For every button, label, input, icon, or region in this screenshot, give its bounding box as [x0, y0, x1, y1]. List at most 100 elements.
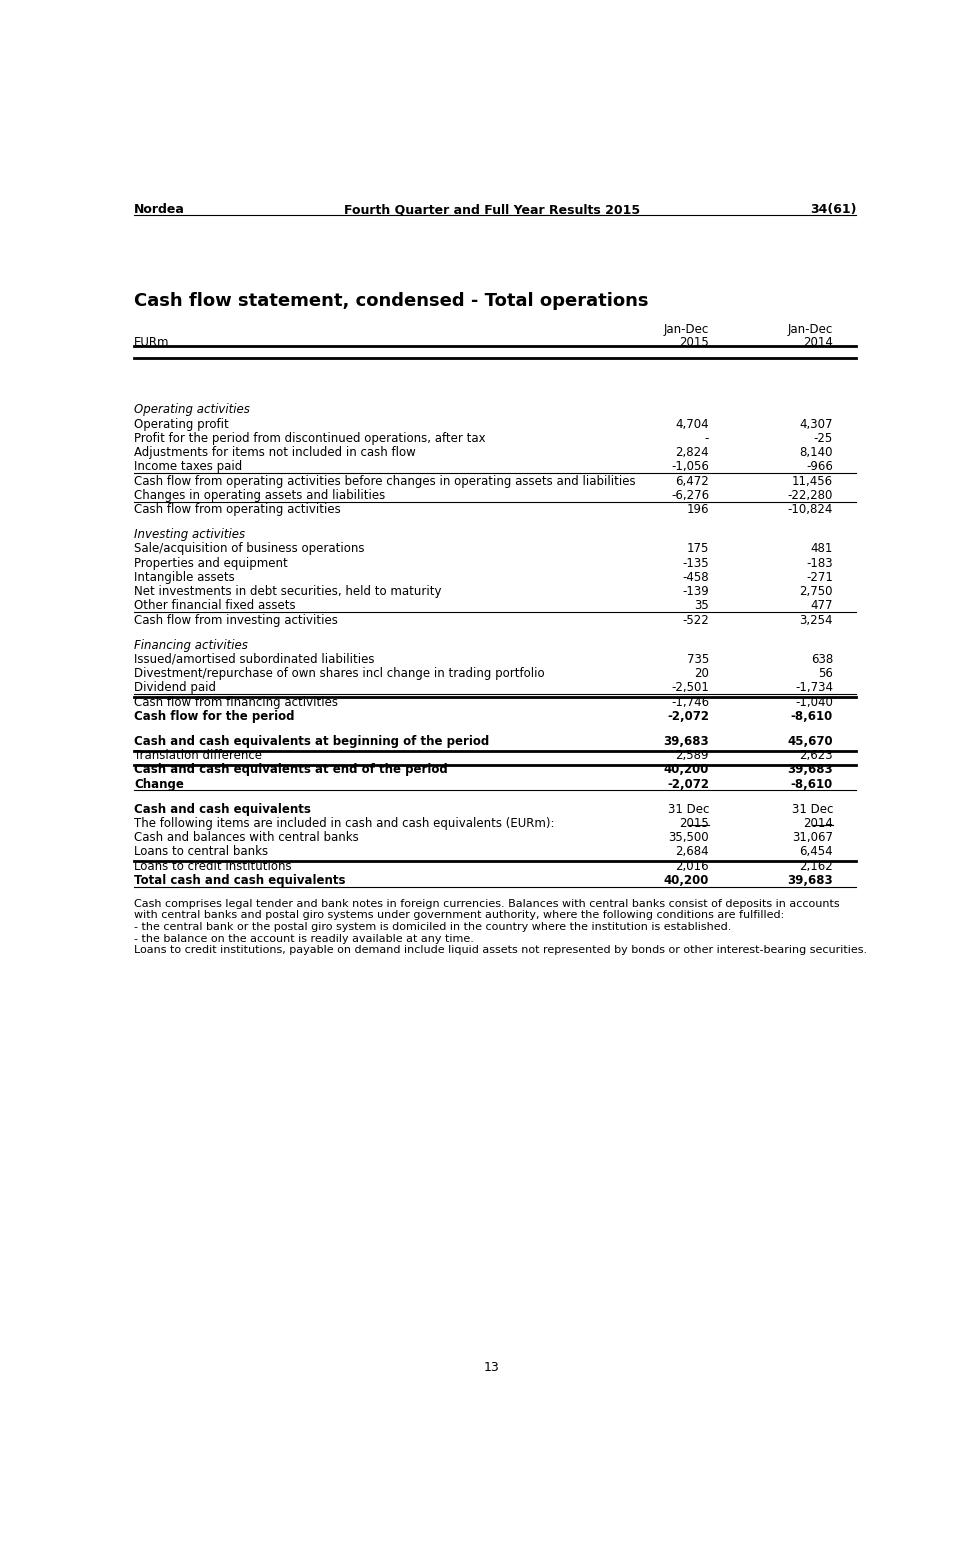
Text: -2,072: -2,072: [667, 778, 709, 790]
Text: 40,200: 40,200: [663, 764, 709, 776]
Text: -1,734: -1,734: [795, 681, 833, 695]
Text: Loans to credit institutions, payable on demand include liquid assets not repres: Loans to credit institutions, payable on…: [134, 945, 867, 955]
Text: -8,610: -8,610: [791, 778, 833, 790]
Text: Issued/amortised subordinated liabilities: Issued/amortised subordinated liabilitie…: [134, 653, 374, 665]
Text: Dividend paid: Dividend paid: [134, 681, 216, 695]
Text: Sale/acquisition of business operations: Sale/acquisition of business operations: [134, 543, 365, 556]
Text: 2,750: 2,750: [800, 585, 833, 598]
Text: -183: -183: [806, 557, 833, 570]
Text: with central banks and postal giro systems under government authority, where the: with central banks and postal giro syste…: [134, 911, 784, 920]
Text: 2015: 2015: [680, 817, 709, 829]
Text: Change: Change: [134, 778, 183, 790]
Text: 4,307: 4,307: [800, 418, 833, 430]
Text: Financing activities: Financing activities: [134, 639, 248, 651]
Text: -1,746: -1,746: [671, 695, 709, 709]
Text: Net investments in debt securities, held to maturity: Net investments in debt securities, held…: [134, 585, 442, 598]
Text: 40,200: 40,200: [663, 873, 709, 887]
Text: Operating profit: Operating profit: [134, 418, 228, 430]
Text: Profit for the period from discontinued operations, after tax: Profit for the period from discontinued …: [134, 432, 486, 444]
Text: -6,276: -6,276: [671, 488, 709, 502]
Text: Other financial fixed assets: Other financial fixed assets: [134, 599, 296, 612]
Text: Cash flow statement, condensed - Total operations: Cash flow statement, condensed - Total o…: [134, 291, 648, 310]
Text: -966: -966: [806, 460, 833, 473]
Text: Intangible assets: Intangible assets: [134, 571, 234, 584]
Text: -25: -25: [814, 432, 833, 444]
Text: Loans to central banks: Loans to central banks: [134, 845, 268, 858]
Text: 31,067: 31,067: [792, 831, 833, 844]
Text: 481: 481: [810, 543, 833, 556]
Text: 2,623: 2,623: [800, 750, 833, 762]
Text: Divestment/repurchase of own shares incl change in trading portfolio: Divestment/repurchase of own shares incl…: [134, 667, 544, 681]
Text: Cash and balances with central banks: Cash and balances with central banks: [134, 831, 359, 844]
Text: The following items are included in cash and cash equivalents (EURm):: The following items are included in cash…: [134, 817, 555, 829]
Text: 2,589: 2,589: [676, 750, 709, 762]
Text: Cash flow for the period: Cash flow for the period: [134, 711, 295, 723]
Text: - the central bank or the postal giro system is domiciled in the country where t: - the central bank or the postal giro sy…: [134, 922, 732, 933]
Text: 11,456: 11,456: [792, 474, 833, 488]
Text: -2,072: -2,072: [667, 711, 709, 723]
Text: -8,610: -8,610: [791, 711, 833, 723]
Text: Cash flow from financing activities: Cash flow from financing activities: [134, 695, 338, 709]
Text: - the balance on the account is readily available at any time.: - the balance on the account is readily …: [134, 934, 474, 944]
Text: 4,704: 4,704: [676, 418, 709, 430]
Text: 31 Dec: 31 Dec: [667, 803, 709, 815]
Text: 56: 56: [818, 667, 833, 681]
Text: Cash flow from operating activities before changes in operating assets and liabi: Cash flow from operating activities befo…: [134, 474, 636, 488]
Text: 6,454: 6,454: [800, 845, 833, 858]
Text: -22,280: -22,280: [787, 488, 833, 502]
Text: Cash comprises legal tender and bank notes in foreign currencies. Balances with : Cash comprises legal tender and bank not…: [134, 898, 840, 909]
Text: Changes in operating assets and liabilities: Changes in operating assets and liabilit…: [134, 488, 385, 502]
Text: 196: 196: [686, 502, 709, 516]
Text: 2014: 2014: [804, 817, 833, 829]
Text: 39,683: 39,683: [787, 764, 833, 776]
Text: Nordea: Nordea: [134, 203, 185, 216]
Text: 638: 638: [811, 653, 833, 665]
Text: 8,140: 8,140: [800, 446, 833, 459]
Text: 2,016: 2,016: [676, 859, 709, 873]
Text: -10,824: -10,824: [787, 502, 833, 516]
Text: Adjustments for items not included in cash flow: Adjustments for items not included in ca…: [134, 446, 416, 459]
Text: Fourth Quarter and Full Year Results 2015: Fourth Quarter and Full Year Results 201…: [344, 203, 640, 216]
Text: 2014: 2014: [804, 336, 833, 349]
Text: -522: -522: [683, 613, 709, 626]
Text: -458: -458: [683, 571, 709, 584]
Text: Loans to credit institutions: Loans to credit institutions: [134, 859, 292, 873]
Text: -271: -271: [806, 571, 833, 584]
Text: 31 Dec: 31 Dec: [792, 803, 833, 815]
Text: 735: 735: [686, 653, 709, 665]
Text: 2,162: 2,162: [800, 859, 833, 873]
Text: 35: 35: [694, 599, 709, 612]
Text: 6,472: 6,472: [675, 474, 709, 488]
Text: 39,683: 39,683: [787, 873, 833, 887]
Text: -139: -139: [683, 585, 709, 598]
Text: 34(61): 34(61): [809, 203, 856, 216]
Text: Cash and cash equivalents at beginning of the period: Cash and cash equivalents at beginning o…: [134, 736, 490, 748]
Text: Investing activities: Investing activities: [134, 527, 245, 541]
Text: 3,254: 3,254: [800, 613, 833, 626]
Text: 2015: 2015: [680, 336, 709, 349]
Text: Cash flow from investing activities: Cash flow from investing activities: [134, 613, 338, 626]
Text: 39,683: 39,683: [663, 736, 709, 748]
Text: Operating activities: Operating activities: [134, 404, 250, 416]
Text: -: -: [705, 432, 709, 444]
Text: Total cash and cash equivalents: Total cash and cash equivalents: [134, 873, 346, 887]
Text: Cash flow from operating activities: Cash flow from operating activities: [134, 502, 341, 516]
Text: 175: 175: [686, 543, 709, 556]
Text: Cash and cash equivalents: Cash and cash equivalents: [134, 803, 311, 815]
Text: -135: -135: [683, 557, 709, 570]
Text: 2,684: 2,684: [676, 845, 709, 858]
Text: EURm: EURm: [134, 336, 170, 349]
Text: -2,501: -2,501: [671, 681, 709, 695]
Text: 13: 13: [484, 1360, 500, 1374]
Text: 20: 20: [694, 667, 709, 681]
Text: Income taxes paid: Income taxes paid: [134, 460, 242, 473]
Text: Jan-Dec: Jan-Dec: [788, 322, 833, 335]
Text: Jan-Dec: Jan-Dec: [663, 322, 709, 335]
Text: -1,056: -1,056: [671, 460, 709, 473]
Text: 2,824: 2,824: [676, 446, 709, 459]
Text: 45,670: 45,670: [787, 736, 833, 748]
Text: Translation difference: Translation difference: [134, 750, 262, 762]
Text: Cash and cash equivalents at end of the period: Cash and cash equivalents at end of the …: [134, 764, 447, 776]
Text: Properties and equipment: Properties and equipment: [134, 557, 288, 570]
Text: 477: 477: [810, 599, 833, 612]
